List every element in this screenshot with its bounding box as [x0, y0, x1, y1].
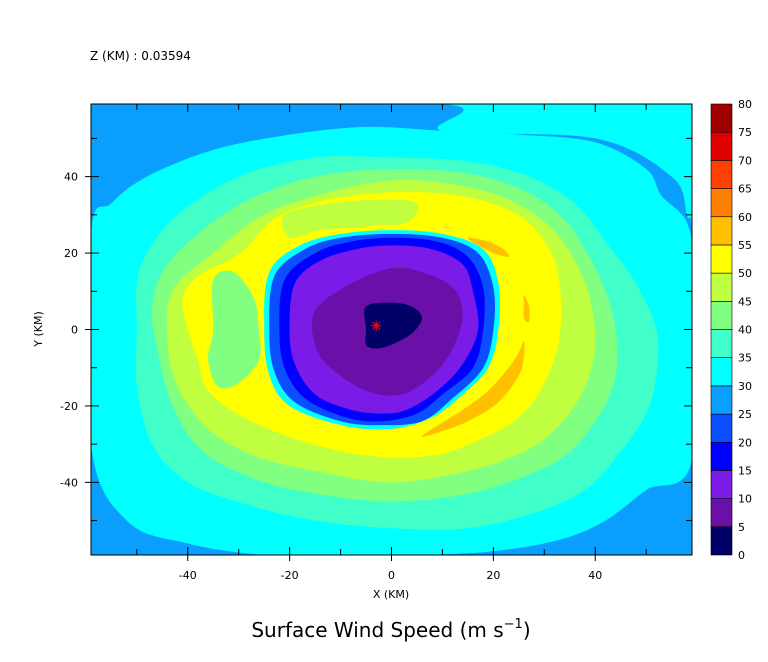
colorbar: 0 5 10 15 20 25 30 35 40 45 50 55 60 65 70 75 80 [710, 98, 752, 562]
colorbar-label: 70 [738, 154, 752, 167]
colorbar-swatch [710, 498, 733, 528]
colorbar-swatch [710, 272, 733, 302]
colorbar-swatch [710, 413, 733, 443]
colorbar-label: 50 [738, 267, 752, 280]
contour-band-0 [364, 302, 423, 349]
x-tick-label: -20 [281, 569, 299, 582]
colorbar-label: 65 [738, 183, 752, 196]
colorbar-swatch [710, 131, 733, 161]
contour-band-55 [523, 295, 530, 323]
level-label: Z (KM) : 0.03594 [90, 49, 191, 63]
chart-title-unit-close: ) [523, 618, 531, 642]
colorbar-label: 15 [738, 464, 752, 477]
colorbar-label: 40 [738, 324, 752, 337]
colorbar-swatch [710, 357, 733, 387]
colorbar-swatch [710, 329, 733, 358]
y-tick-label: 20 [64, 247, 78, 260]
axis-ticks: -40 -20 0 20 40 -40 -20 0 20 40 [60, 104, 692, 582]
colorbar-label: 60 [738, 211, 752, 224]
chart-title-text: Surface Wind Speed [251, 618, 453, 642]
colorbar-swatch [710, 160, 733, 189]
colorbar-swatch [710, 526, 733, 556]
wind-field [91, 104, 692, 555]
chart-title-unit: (m s [453, 618, 503, 642]
y-tick-label: 0 [71, 324, 78, 337]
colorbar-label: 0 [738, 549, 745, 562]
colorbar-label: 45 [738, 295, 752, 308]
contour-band-45 [281, 199, 419, 239]
y-tick-label: 40 [64, 171, 78, 184]
colorbar-swatch [710, 244, 733, 274]
contour-band-55 [421, 340, 525, 437]
colorbar-label: 55 [738, 239, 752, 252]
colorbar-swatch [710, 103, 733, 133]
x-tick-label: 20 [486, 569, 500, 582]
x-axis-label: X (KM) [373, 588, 409, 601]
chart-title-unit-exponent: −1 [504, 617, 523, 632]
contour-band-55 [467, 237, 510, 257]
x-tick-label: 0 [388, 569, 395, 582]
colorbar-swatch [710, 441, 733, 471]
colorbar-label: 25 [738, 408, 752, 421]
y-tick-label: -40 [60, 476, 78, 489]
y-tick-label: -20 [60, 400, 78, 413]
colorbar-swatch [710, 216, 733, 246]
colorbar-swatch [710, 385, 733, 415]
x-tick-label: -40 [179, 569, 197, 582]
colorbar-label: 35 [738, 352, 752, 365]
colorbar-swatch [710, 188, 733, 218]
storm-center-marker [371, 320, 382, 331]
colorbar-label: 80 [738, 98, 752, 111]
colorbar-label: 75 [738, 126, 752, 139]
colorbar-label: 10 [738, 493, 752, 506]
colorbar-swatch [710, 470, 733, 499]
colorbar-swatch [710, 301, 733, 330]
chart-title: Surface Wind Speed (m s−1) [251, 617, 530, 642]
colorbar-label: 30 [738, 380, 752, 393]
y-axis-label: Y (KM) [32, 311, 45, 348]
contour-band-40 [208, 270, 261, 389]
x-tick-label: 40 [588, 569, 602, 582]
marker-stroke [372, 321, 381, 330]
colorbar-label: 5 [738, 521, 745, 534]
colorbar-label: 20 [738, 436, 752, 449]
